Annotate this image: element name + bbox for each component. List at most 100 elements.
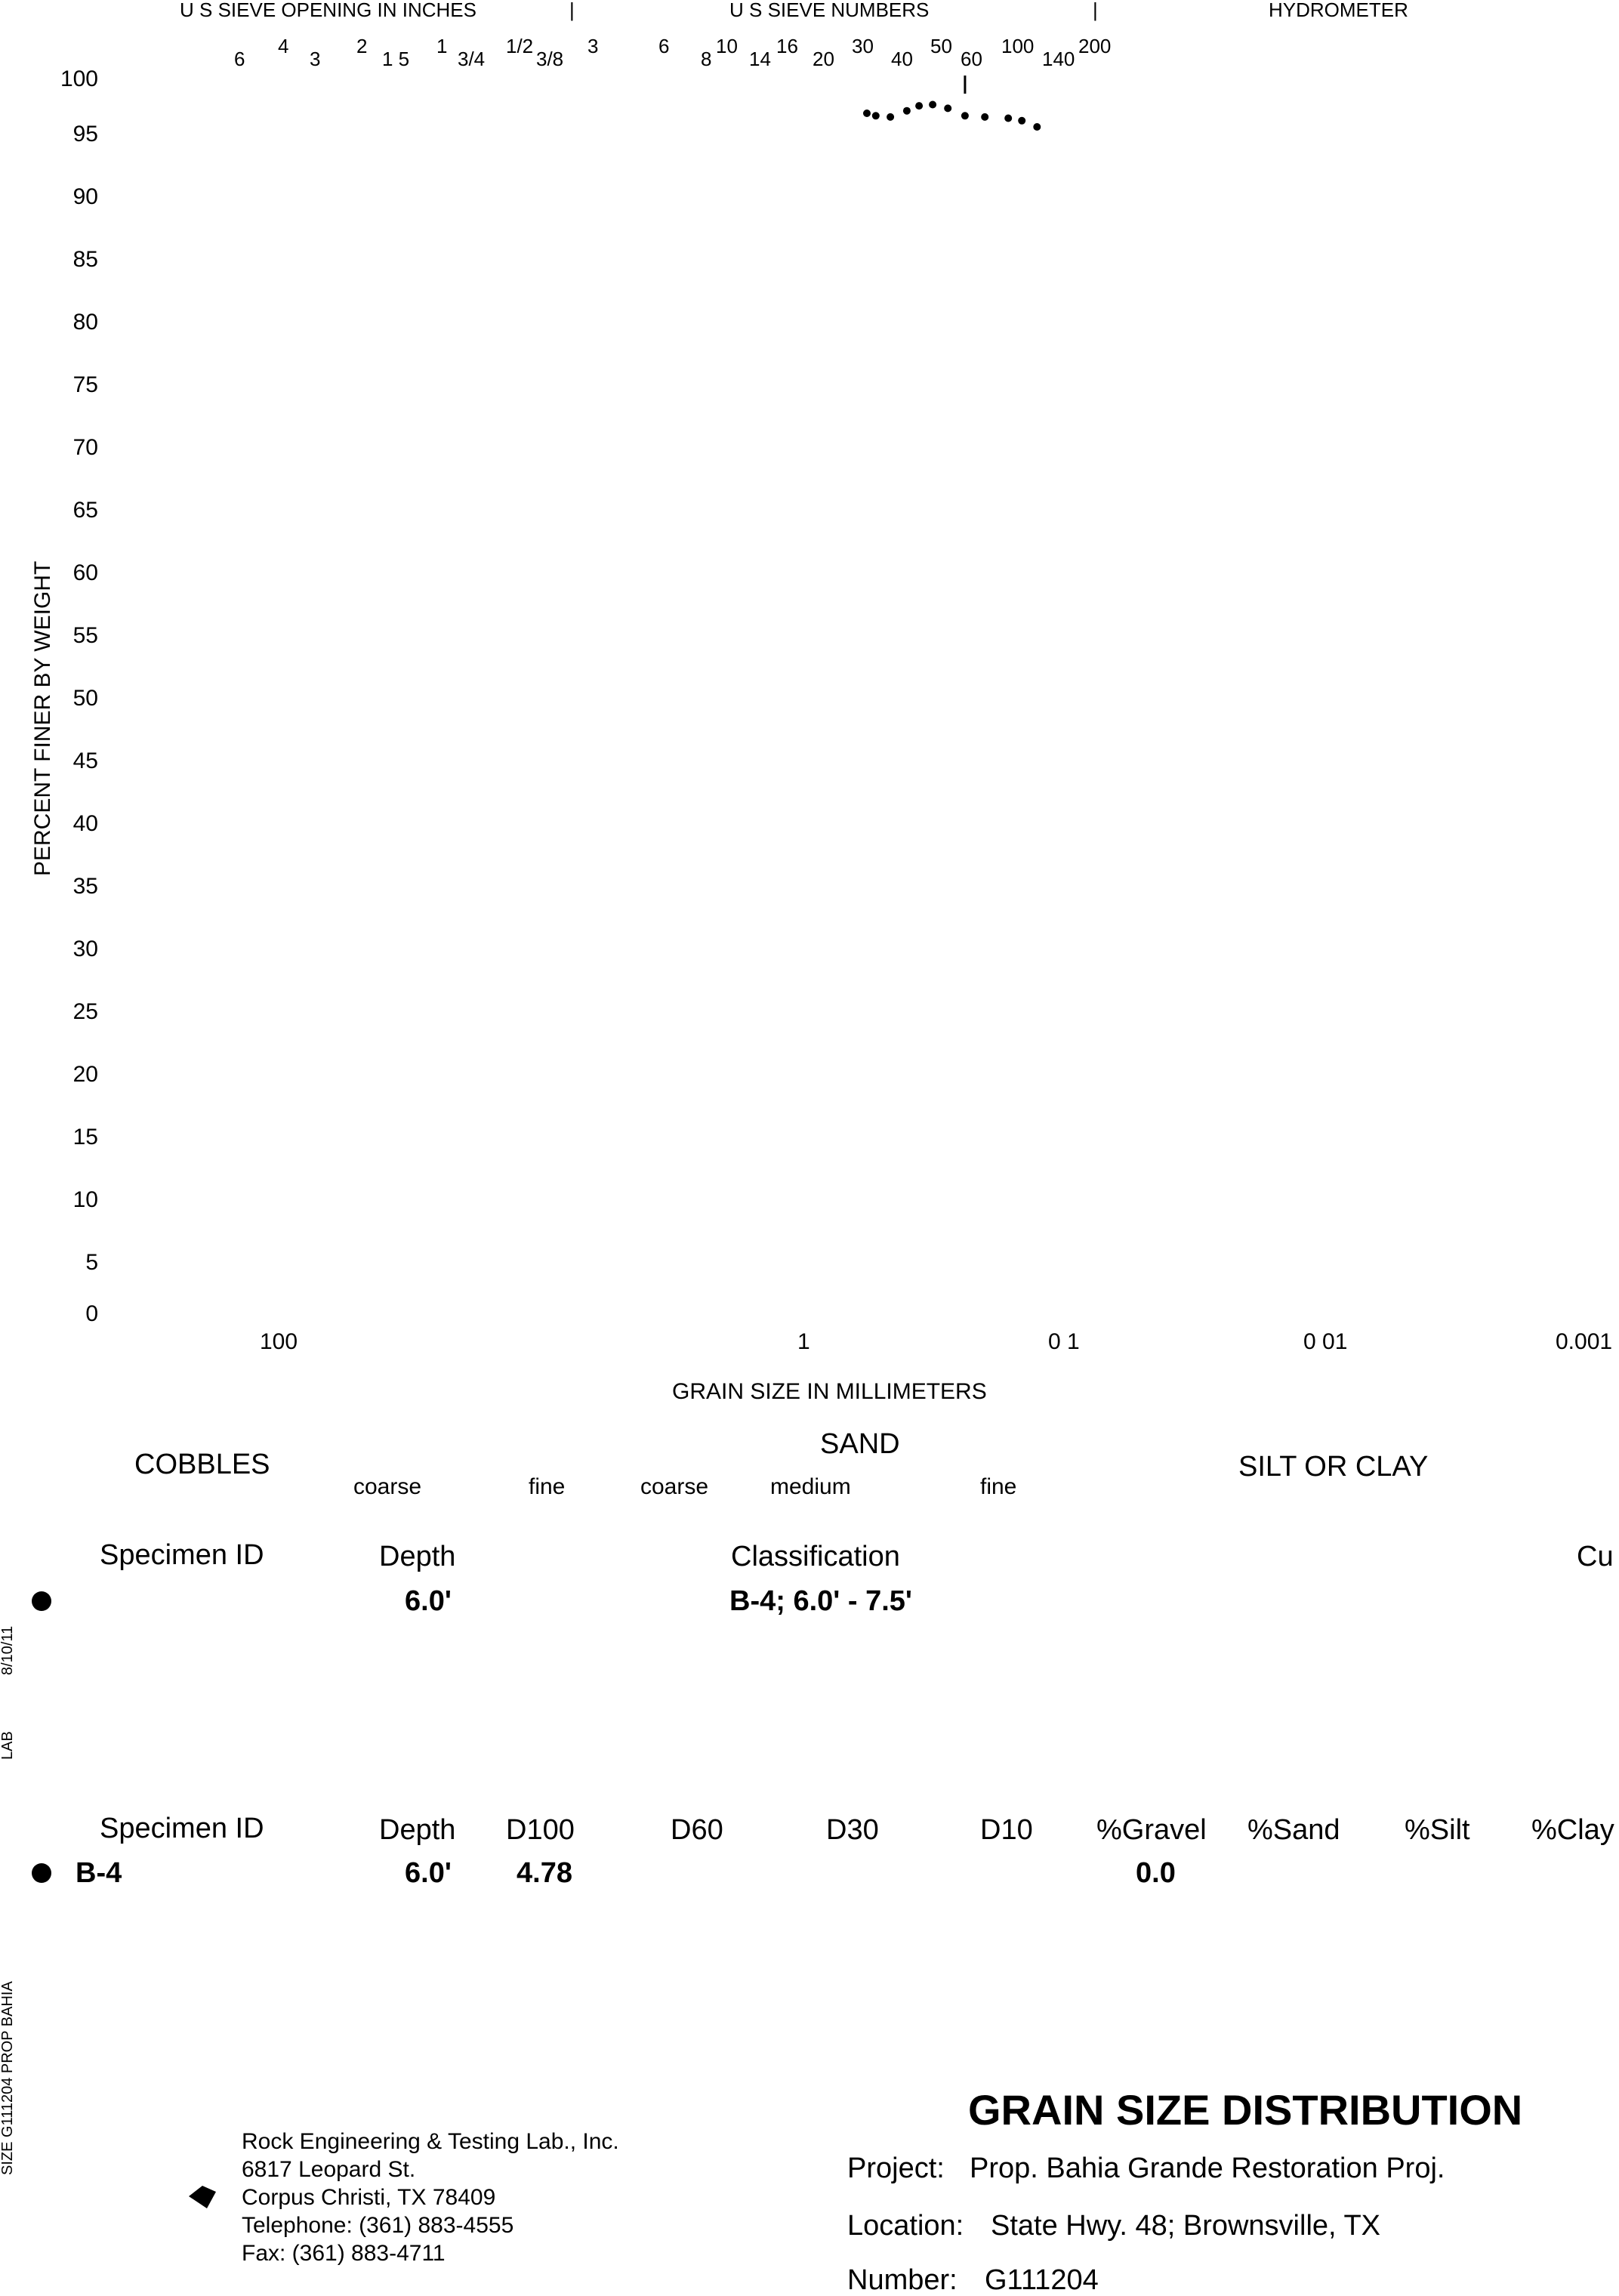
sieve-number-label: 8 bbox=[701, 48, 712, 70]
t2-header-specimen: Specimen ID bbox=[100, 1813, 264, 1844]
x-tick-label: 0.001 bbox=[1556, 1329, 1613, 1354]
company-logo-icon bbox=[189, 2186, 216, 2208]
y-tick-label: 10 bbox=[72, 1187, 98, 1212]
t2-header-depth: Depth bbox=[379, 1814, 456, 1846]
y-tick-label: 35 bbox=[72, 874, 98, 899]
side-file: SIZE G111204 PROP BAHIA bbox=[0, 1981, 16, 2175]
y-tick-label: 55 bbox=[72, 623, 98, 648]
t2-gravel: 0.0 bbox=[1136, 1857, 1176, 1889]
class-gravel-coarse: coarse bbox=[353, 1474, 422, 1499]
side-date: 8/10/11 bbox=[0, 1625, 16, 1675]
location-value: State Hwy. 48; Brownsville, TX bbox=[991, 2210, 1381, 2242]
y-tick-label: 80 bbox=[72, 310, 98, 335]
sieve-number-label: 40 bbox=[891, 48, 913, 70]
t1-header-cu: Cu bbox=[1577, 1541, 1614, 1572]
data-point bbox=[915, 102, 924, 110]
data-point bbox=[1004, 114, 1013, 122]
company-fax: Fax: (361) 883-4711 bbox=[242, 2241, 446, 2266]
y-tick-label: 95 bbox=[72, 122, 98, 147]
class-sand: SAND bbox=[820, 1428, 900, 1460]
series-marker-dot bbox=[32, 1591, 51, 1611]
sieve-inch-label: 3/8 bbox=[536, 48, 564, 70]
y-tick-label: 100 bbox=[60, 66, 98, 91]
company-street: 6817 Leopard St. bbox=[242, 2157, 416, 2182]
t2-header-sand: %Sand bbox=[1247, 1814, 1340, 1846]
sieve-number-label: 20 bbox=[813, 48, 834, 70]
report-title: GRAIN SIZE DISTRIBUTION bbox=[968, 2086, 1523, 2134]
y-tick-label: 40 bbox=[72, 811, 98, 836]
company-phone: Telephone: (361) 883-4555 bbox=[242, 2213, 514, 2238]
y-tick-label: 70 bbox=[72, 435, 98, 460]
sieve-inch-label: 3/4 bbox=[458, 48, 486, 70]
data-point bbox=[1033, 123, 1041, 131]
x-tick-label: 0 1 bbox=[1048, 1329, 1080, 1354]
class-sand-medium: medium bbox=[770, 1474, 851, 1499]
sieve-number-label: 10 bbox=[716, 35, 738, 57]
series-marker-dot bbox=[32, 1863, 51, 1883]
data-point bbox=[902, 106, 911, 115]
t2-header-d30: D30 bbox=[826, 1814, 879, 1846]
sieve-number-label: 200 bbox=[1078, 35, 1112, 57]
y-tick-label: 75 bbox=[72, 372, 98, 397]
sieve-number-label: 14 bbox=[749, 48, 771, 70]
number-label: Number: bbox=[847, 2264, 958, 2296]
sieve-numbers-header: U S SIEVE NUMBERS bbox=[729, 0, 930, 21]
y-tick-label: 15 bbox=[72, 1125, 98, 1150]
class-sand-coarse: coarse bbox=[640, 1474, 709, 1499]
project-value: Prop. Bahia Grande Restoration Proj. bbox=[970, 2152, 1445, 2184]
sieve-inch-label: 1 bbox=[436, 35, 448, 57]
class-gravel-fine: fine bbox=[529, 1474, 566, 1499]
data-point bbox=[887, 113, 895, 121]
class-silt-clay: SILT OR CLAY bbox=[1238, 1451, 1429, 1483]
sieve-number-label: 100 bbox=[1001, 35, 1035, 57]
t2-header-clay: %Clay bbox=[1531, 1814, 1614, 1846]
t1-header-depth: Depth bbox=[379, 1541, 456, 1572]
y-tick-label: 0 bbox=[85, 1301, 98, 1326]
sieve-number-label: 30 bbox=[852, 35, 874, 57]
x-axis-title: GRAIN SIZE IN MILLIMETERS bbox=[672, 1379, 987, 1404]
y-tick-label: 85 bbox=[72, 247, 98, 272]
company-city: Corpus Christi, TX 78409 bbox=[242, 2185, 496, 2210]
sieve-inch-label: 1 5 bbox=[382, 48, 410, 70]
x-tick-label: 100 bbox=[260, 1329, 298, 1354]
x-tick-label: 0 01 bbox=[1303, 1329, 1348, 1354]
data-point bbox=[863, 110, 871, 117]
y-tick-label: 30 bbox=[72, 937, 98, 961]
location-label: Location: bbox=[847, 2210, 964, 2242]
company-name: Rock Engineering & Testing Lab., Inc. bbox=[242, 2129, 619, 2154]
t2-depth: 6.0' bbox=[405, 1857, 452, 1889]
sieve-inch-label: 2 bbox=[356, 35, 368, 57]
number-value: G111204 bbox=[985, 2264, 1099, 2296]
t2-header-gravel: %Gravel bbox=[1096, 1814, 1207, 1846]
header-separator: | bbox=[1093, 0, 1098, 21]
x-tick-label: 1 bbox=[797, 1329, 810, 1354]
y-tick-label: 50 bbox=[72, 686, 98, 711]
sieve-inch-label: 1/2 bbox=[506, 35, 534, 57]
data-point bbox=[944, 104, 952, 113]
t2-header-silt: %Silt bbox=[1405, 1814, 1470, 1846]
t2-specimen: B-4 bbox=[76, 1857, 122, 1889]
sieve-number-label: 50 bbox=[930, 35, 952, 57]
sieve-number-label: 6 bbox=[658, 35, 670, 57]
t1-header-specimen: Specimen ID bbox=[100, 1539, 264, 1571]
y-tick-label: 90 bbox=[72, 184, 98, 209]
t1-depth: 6.0' bbox=[405, 1585, 452, 1617]
t2-header-d100: D100 bbox=[506, 1814, 575, 1846]
t2-d100: 4.78 bbox=[517, 1857, 572, 1889]
header-separator: | bbox=[569, 0, 575, 21]
y-tick-label: 25 bbox=[72, 999, 98, 1024]
data-point bbox=[961, 112, 969, 120]
t1-classification: B-4; 6.0' - 7.5' bbox=[729, 1585, 912, 1617]
data-point bbox=[981, 113, 989, 121]
sieve-inch-label: 3 bbox=[587, 35, 599, 57]
sieve-inch-label: 4 bbox=[278, 35, 289, 57]
sieve-inch-label: 6 bbox=[234, 48, 245, 70]
data-point bbox=[871, 112, 880, 120]
sieve-inch-label: 3 bbox=[310, 48, 321, 70]
data-point bbox=[1018, 116, 1026, 125]
sieve-number-label: 60 bbox=[961, 48, 982, 70]
y-tick-label: 60 bbox=[72, 560, 98, 585]
t1-header-classification: Classification bbox=[731, 1541, 900, 1572]
y-tick-label: 45 bbox=[72, 748, 98, 773]
class-cobbles: COBBLES bbox=[134, 1449, 270, 1480]
